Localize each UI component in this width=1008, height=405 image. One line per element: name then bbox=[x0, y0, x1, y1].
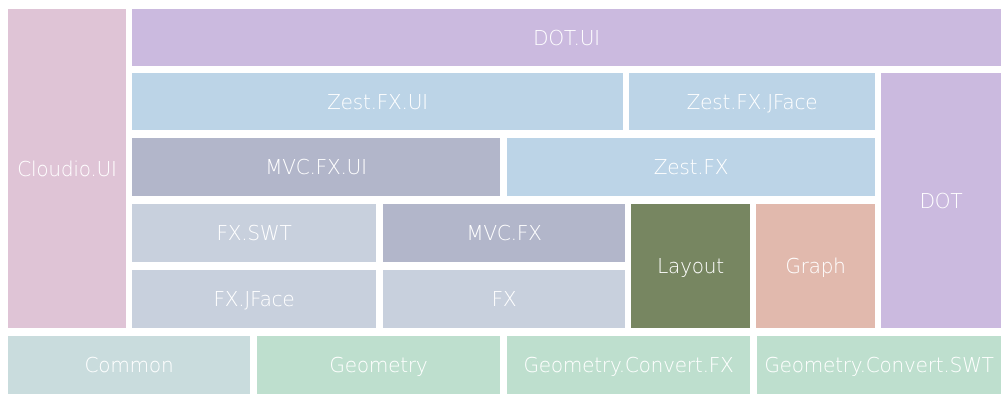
common-box: Common bbox=[8, 336, 250, 394]
geometry-convert-swt-label: Geometry.Convert.SWT bbox=[764, 353, 994, 377]
zest-fx-ui-label: Zest.FX.UI bbox=[327, 89, 428, 114]
common-label: Common bbox=[84, 353, 174, 377]
fx-jface-label: FX.JFace bbox=[213, 287, 295, 311]
fx-label: FX bbox=[491, 287, 517, 311]
dot-box: DOT bbox=[881, 73, 1001, 328]
dot-label: DOT bbox=[919, 188, 963, 213]
fx-swt-label: FX.SWT bbox=[216, 221, 292, 245]
mvc-fx-box: MVC.FX bbox=[383, 204, 625, 262]
zest-fx-jface-box: Zest.FX.JFace bbox=[629, 73, 875, 130]
cloudio-ui-label: Cloudio.UI bbox=[17, 156, 117, 181]
zest-fx-jface-label: Zest.FX.JFace bbox=[686, 89, 818, 114]
graph-label: Graph bbox=[785, 254, 846, 278]
mvc-fx-ui-box: MVC.FX.UI bbox=[132, 138, 500, 196]
dot-ui-label: DOT.UI bbox=[533, 25, 600, 50]
geometry-convert-fx-box: Geometry.Convert.FX bbox=[507, 336, 750, 394]
geometry-label: Geometry bbox=[329, 353, 428, 377]
fx-swt-box: FX.SWT bbox=[132, 204, 376, 262]
dot-ui-box: DOT.UI bbox=[132, 9, 1001, 66]
cloudio-ui-box: Cloudio.UI bbox=[8, 9, 126, 328]
mvc-fx-label: MVC.FX bbox=[466, 221, 542, 245]
fx-jface-box: FX.JFace bbox=[132, 270, 376, 328]
layout-box: Layout bbox=[631, 204, 750, 328]
zest-fx-box: Zest.FX bbox=[507, 138, 875, 196]
zest-fx-ui-box: Zest.FX.UI bbox=[132, 73, 623, 130]
geometry-convert-swt-box: Geometry.Convert.SWT bbox=[757, 336, 1001, 394]
zest-fx-label: Zest.FX bbox=[653, 155, 729, 179]
mvc-fx-ui-label: MVC.FX.UI bbox=[265, 155, 367, 179]
graph-box: Graph bbox=[756, 204, 875, 328]
geometry-box: Geometry bbox=[257, 336, 500, 394]
geometry-convert-fx-label: Geometry.Convert.FX bbox=[523, 353, 734, 377]
fx-box: FX bbox=[383, 270, 625, 328]
layout-label: Layout bbox=[657, 254, 724, 278]
